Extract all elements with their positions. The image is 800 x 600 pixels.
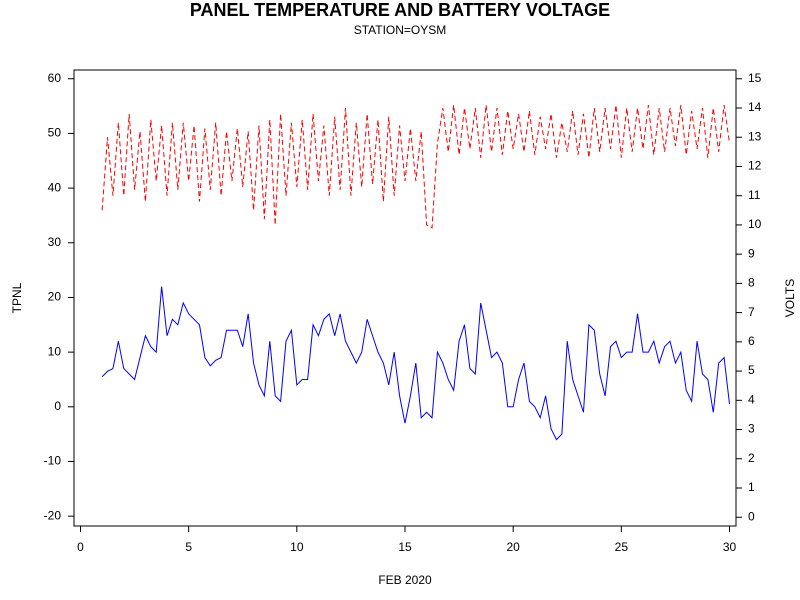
y2-tick-label: 10 <box>748 217 762 231</box>
chart-title: PANEL TEMPERATURE AND BATTERY VOLTAGE <box>190 0 610 20</box>
y-tick-label: 10 <box>48 344 62 358</box>
y-axis-label: TPNL <box>10 282 24 313</box>
y2-tick-label: 4 <box>748 392 755 406</box>
y2-tick-label: 6 <box>748 334 755 348</box>
x-tick-label: 30 <box>723 540 737 554</box>
y2-tick-label: 8 <box>748 276 755 290</box>
y2-tick-label: 0 <box>748 509 755 523</box>
y-tick-label: 50 <box>48 126 62 140</box>
y2-tick-label: 12 <box>748 159 762 173</box>
y-tick-label: 20 <box>48 290 62 304</box>
x-tick-label: 15 <box>398 540 412 554</box>
y2-tick-label: 3 <box>748 422 755 436</box>
series-line <box>101 105 731 229</box>
y2-tick-label: 11 <box>748 188 761 202</box>
series-line <box>101 286 731 441</box>
y-tick-label: 40 <box>48 180 62 194</box>
y2-tick-label: 2 <box>748 451 755 465</box>
y2-tick-label: 14 <box>748 100 762 114</box>
y2-tick-label: 15 <box>748 71 762 85</box>
y2-tick-label: 7 <box>748 305 755 319</box>
y-tick-label: 30 <box>48 235 62 249</box>
chart-subtitle: STATION=OYSM <box>354 23 447 37</box>
y-tick-label: -10 <box>44 454 62 468</box>
y2-tick-label: 5 <box>748 363 755 377</box>
x-axis-label: FEB 2020 <box>378 573 432 587</box>
x-tick-label: 0 <box>77 540 84 554</box>
x-tick-label: 25 <box>615 540 629 554</box>
y2-tick-label: 1 <box>748 480 755 494</box>
y2-tick-label: 9 <box>748 246 755 260</box>
y2-tick-label: 13 <box>748 129 762 143</box>
y-tick-label: -20 <box>44 508 62 522</box>
x-tick-label: 10 <box>290 540 304 554</box>
y2-axis-label: VOLTS <box>783 279 797 317</box>
y-tick-label: 0 <box>54 399 61 413</box>
y-tick-label: 60 <box>48 71 62 85</box>
x-tick-label: 20 <box>506 540 520 554</box>
x-tick-label: 5 <box>185 540 192 554</box>
